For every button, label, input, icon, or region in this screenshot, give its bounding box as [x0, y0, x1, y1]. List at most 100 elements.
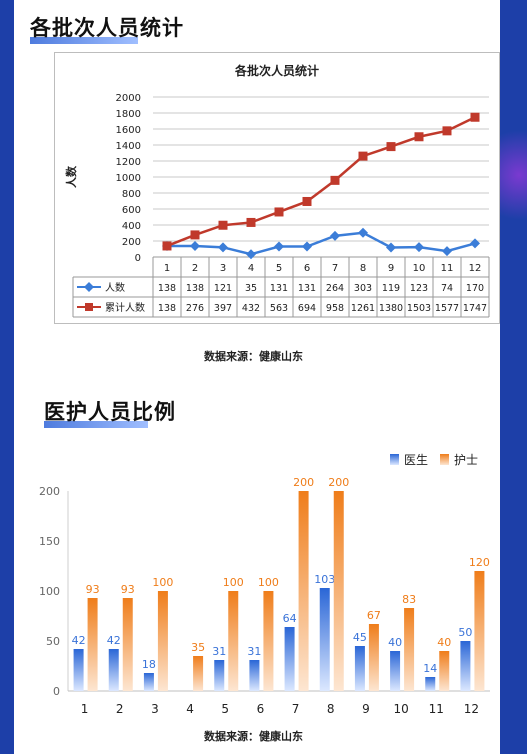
data-label-nurse: 83 — [402, 593, 416, 606]
y-tick-label: 0 — [135, 253, 141, 264]
x-category-label: 6 — [257, 702, 265, 716]
data-point — [218, 242, 228, 253]
table-cell-value: 35 — [245, 283, 257, 294]
heading-underline — [30, 37, 138, 44]
legend-label-doctor: 医生 — [404, 453, 428, 467]
y-tick-label: 1600 — [116, 125, 141, 136]
legend-label: 人数 — [105, 281, 125, 294]
table-cell-value: 123 — [410, 283, 428, 294]
y-tick-label: 200 — [39, 485, 60, 498]
table-cell-value: 264 — [326, 283, 344, 294]
table-cell-value: 1577 — [435, 303, 459, 314]
table-cell-value: 1261 — [351, 303, 375, 314]
x-category-label: 5 — [221, 702, 229, 716]
y-axis-label: 人数 — [64, 165, 78, 188]
data-label-doctor: 45 — [353, 631, 367, 644]
bar-nurse — [474, 571, 485, 691]
bar-doctor — [425, 677, 436, 691]
data-label-doctor: 42 — [107, 634, 121, 647]
data-point — [358, 227, 368, 238]
data-label-nurse: 200 — [328, 476, 349, 489]
line-chart-frame: 各批次人员统计 人数 0 200 400 600 800 1000 1200 1400 1600 18… — [54, 52, 500, 324]
bar-nurse — [122, 598, 133, 691]
data-source-note: 数据来源：健康山东 — [204, 350, 303, 363]
data-point — [386, 142, 396, 152]
data-label-doctor: 42 — [72, 634, 86, 647]
table-cell-value: 1503 — [407, 303, 431, 314]
table-cell-value: 121 — [214, 283, 232, 294]
line-chart: 各批次人员统计人数0200400600800100012001400160018… — [64, 63, 490, 318]
x-category-label: 4 — [248, 263, 254, 274]
y-tick-label: 1800 — [116, 109, 141, 120]
data-point — [414, 132, 424, 142]
x-category-label: 12 — [464, 702, 479, 716]
x-category-label: 11 — [441, 263, 454, 274]
data-point — [386, 242, 396, 253]
section-heading-medical: 医护人员比例 — [44, 396, 176, 428]
table-cell-value: 432 — [242, 303, 260, 314]
x-category-label: 1 — [164, 263, 170, 274]
y-tick-label: 600 — [122, 205, 141, 216]
bar-doctor — [460, 641, 471, 691]
table-cell-value: 74 — [441, 283, 453, 294]
table-cell-value: 276 — [186, 303, 204, 314]
data-point — [414, 242, 424, 253]
data-point — [246, 249, 256, 260]
x-category-label: 7 — [332, 263, 338, 274]
data-label-doctor: 31 — [247, 645, 261, 658]
data-point — [246, 217, 256, 227]
bar-doctor — [108, 649, 119, 691]
data-point — [330, 175, 340, 185]
data-label-nurse: 40 — [437, 636, 451, 649]
legend-swatch-doctor — [390, 454, 399, 465]
data-point — [302, 196, 312, 206]
data-point — [218, 220, 228, 230]
table-cell-value: 119 — [382, 283, 400, 294]
table-cell-value: 303 — [354, 283, 372, 294]
x-category-label: 2 — [116, 702, 124, 716]
section-heading-text: 各批次人员统计 — [30, 16, 184, 40]
data-label-nurse: 100 — [152, 576, 173, 589]
data-label-doctor: 18 — [142, 658, 156, 671]
data-point — [358, 151, 368, 161]
table-cell-value: 138 — [158, 303, 176, 314]
data-point — [274, 207, 284, 217]
x-category-label: 4 — [186, 702, 194, 716]
table-cell-value: 958 — [326, 303, 344, 314]
table-cell-value: 170 — [466, 283, 484, 294]
y-tick-label: 100 — [39, 585, 60, 598]
y-tick-label: 1400 — [116, 141, 141, 152]
y-tick-label: 1000 — [116, 173, 141, 184]
table-cell-value: 694 — [298, 303, 316, 314]
y-tick-label: 800 — [122, 189, 141, 200]
data-point — [190, 230, 200, 240]
x-category-label: 2 — [192, 263, 198, 274]
table-cell-value: 131 — [270, 283, 288, 294]
data-label-nurse: 35 — [191, 641, 205, 654]
data-label-nurse: 93 — [86, 583, 100, 596]
x-category-label: 5 — [276, 263, 282, 274]
data-label-doctor: 40 — [388, 636, 402, 649]
section-heading-text: 医护人员比例 — [44, 400, 176, 424]
y-tick-label: 150 — [39, 535, 60, 548]
data-label-doctor: 50 — [458, 626, 472, 639]
bar-nurse — [263, 591, 274, 691]
legend-swatch-nurse — [440, 454, 449, 465]
x-category-label: 9 — [362, 702, 370, 716]
y-tick-label: 200 — [122, 237, 141, 248]
x-category-label: 8 — [327, 702, 335, 716]
section-heading-batches: 各批次人员统计 — [30, 12, 184, 44]
y-tick-label: 50 — [46, 635, 60, 648]
data-label-nurse: 93 — [121, 583, 135, 596]
data-label-doctor: 103 — [314, 573, 335, 586]
x-category-label: 3 — [151, 702, 159, 716]
bar-doctor — [319, 588, 330, 691]
series-line — [166, 116, 476, 248]
bar-doctor — [73, 649, 84, 691]
bar-nurse — [228, 591, 239, 691]
data-label-doctor: 14 — [423, 662, 437, 675]
data-label-nurse: 200 — [293, 476, 314, 489]
bar-nurse — [193, 656, 204, 691]
data-source-note: 数据来源：健康山东 — [204, 730, 303, 743]
x-category-label: 8 — [360, 263, 366, 274]
